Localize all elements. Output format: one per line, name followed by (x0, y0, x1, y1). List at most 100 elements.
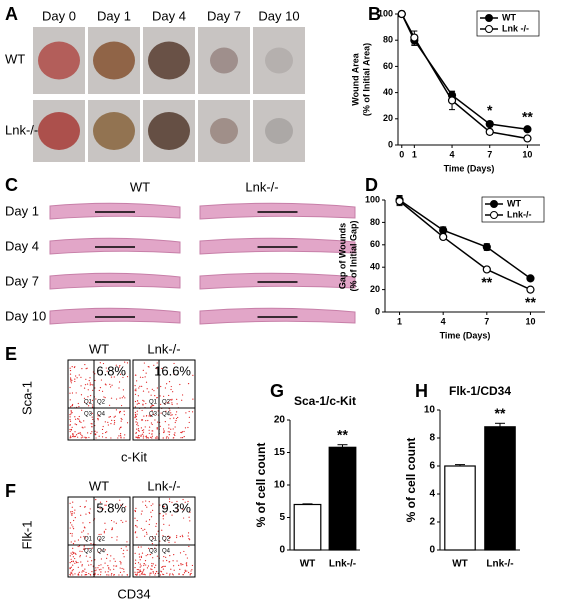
dot (144, 535, 146, 537)
x-tick-label: 10 (522, 149, 532, 159)
dot (126, 541, 128, 543)
dot (81, 571, 83, 573)
dot (122, 376, 124, 379)
dot (166, 572, 168, 574)
dot (156, 387, 158, 389)
dot (174, 541, 176, 543)
dot (134, 374, 137, 376)
dot (151, 388, 153, 390)
dot (160, 385, 162, 388)
dot (104, 562, 106, 564)
dot (168, 424, 170, 426)
panel-label: F (5, 481, 16, 501)
dot (82, 548, 85, 550)
dot (134, 413, 136, 416)
dot (188, 539, 191, 541)
dot (147, 554, 149, 556)
dot (71, 392, 74, 394)
dot (84, 568, 86, 570)
dot (73, 519, 75, 522)
percentage: 5.8% (96, 500, 126, 515)
dot (91, 399, 94, 401)
tissue-section (199, 237, 356, 255)
dot (81, 409, 83, 411)
dot (173, 569, 175, 571)
dot (110, 397, 113, 399)
dot (192, 398, 194, 400)
y-tick-label: 10 (424, 405, 436, 416)
dot (169, 555, 171, 557)
dot (108, 567, 110, 569)
tissue-section (49, 272, 181, 290)
dot (141, 510, 143, 512)
dot (149, 414, 151, 416)
dot (185, 412, 187, 414)
dot (160, 403, 162, 405)
dot (73, 436, 75, 438)
dot (100, 379, 103, 381)
dot (69, 430, 71, 433)
dot (113, 574, 115, 576)
dot (77, 402, 79, 405)
y-label: (% of Initial Area) (361, 43, 371, 116)
dot (70, 552, 72, 554)
dot (164, 565, 166, 567)
dot (134, 552, 136, 554)
percentage: 6.8% (96, 363, 126, 378)
y-tick-label: 4 (429, 489, 435, 500)
dot (156, 421, 159, 423)
dot (106, 370, 108, 372)
dot (77, 418, 79, 420)
dot (120, 519, 122, 522)
wound (148, 112, 190, 150)
dot (171, 514, 173, 516)
dot (70, 410, 72, 412)
legend-label: Lnk-/- (507, 209, 532, 219)
dot (83, 547, 85, 549)
dot (75, 553, 77, 555)
dot (157, 572, 159, 574)
chart-title: Sca-1/c-Kit (294, 394, 356, 408)
dot (141, 552, 144, 554)
dot (88, 379, 90, 382)
x-tick-label: 10 (525, 316, 535, 326)
dot (70, 541, 72, 543)
quadrant-label: Q4 (97, 412, 106, 418)
dot (166, 535, 169, 538)
dot (106, 500, 108, 503)
dot (152, 571, 154, 573)
dot (98, 389, 100, 392)
dot (177, 505, 179, 507)
dot (74, 509, 76, 511)
dot (113, 420, 116, 422)
dot (143, 564, 145, 567)
dot (88, 564, 90, 566)
dot (145, 381, 148, 383)
dot (151, 536, 154, 538)
dot (190, 572, 192, 575)
dot (69, 369, 72, 372)
quadrant-label: Q4 (162, 412, 171, 418)
dot (191, 569, 193, 571)
x-label: c-Kit (121, 449, 147, 464)
dot (69, 418, 71, 421)
dot (69, 416, 71, 418)
row-label: Day 1 (5, 203, 39, 218)
dot (134, 562, 137, 564)
plot-frame (67, 359, 131, 441)
dot (176, 500, 178, 503)
dot (152, 413, 155, 416)
dot (136, 574, 138, 576)
dot (99, 501, 102, 503)
dot (141, 429, 143, 432)
dot (74, 573, 76, 575)
dot (163, 523, 165, 525)
dot (105, 437, 107, 439)
dot (189, 511, 191, 513)
dot (70, 379, 72, 381)
dot (81, 564, 83, 566)
dot (75, 392, 77, 394)
dot (119, 571, 122, 573)
bar (444, 465, 476, 551)
